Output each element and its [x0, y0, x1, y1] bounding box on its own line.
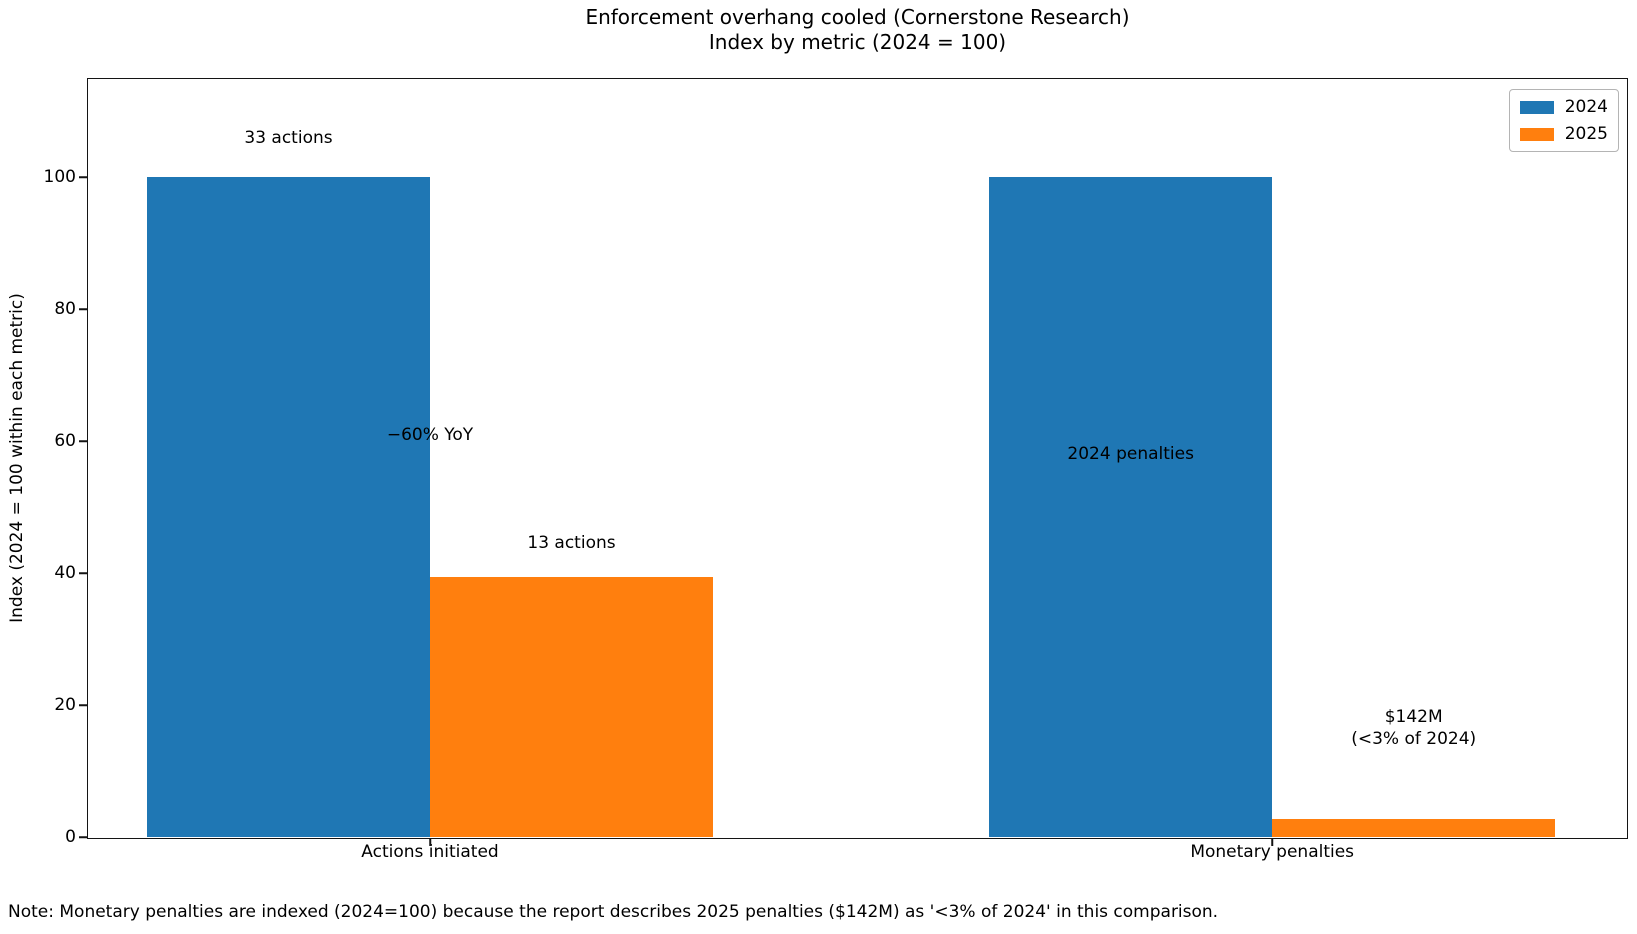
legend-label-2024: 2024: [1564, 97, 1608, 117]
y-tick-label-60: 60: [54, 431, 76, 452]
x-tick-label-monetary-penalties: Monetary penalties: [1190, 842, 1355, 862]
y-tick-mark-0: [79, 836, 87, 838]
annotation-13-actions: 13 actions: [527, 532, 616, 553]
legend-item-2024: 2024: [1519, 97, 1608, 117]
legend-label-2025: 2025: [1564, 124, 1608, 144]
y-tick-label-0: 0: [65, 827, 76, 847]
x-tick-label-actions-initiated: Actions initiated: [361, 842, 499, 862]
x-tick-mark-actions-initiated: [429, 839, 431, 846]
annotation-142m: $142M (<3% of 2024): [1351, 707, 1477, 750]
y-tick-mark-60: [79, 440, 87, 442]
annotation-2024-penalties: 2024 penalties: [1067, 444, 1194, 465]
legend-item-2025: 2025: [1519, 124, 1608, 144]
legend: 2024 2025: [1508, 89, 1619, 152]
footnote: Note: Monetary penalties are indexed (20…: [8, 902, 1219, 922]
legend-swatch-2024: [1519, 100, 1554, 114]
annotation-60-yoy: −60% YoY: [386, 424, 474, 445]
y-tick-label-40: 40: [54, 563, 76, 584]
legend-swatch-2025: [1519, 127, 1554, 141]
plot-area: 33 actions −60% YoY 13 actions 2024 penalti…: [87, 78, 1628, 839]
bar-2025-actions-initiated: [430, 577, 713, 837]
annotation-33-actions: 33 actions: [244, 127, 333, 148]
y-tick-mark-40: [79, 572, 87, 574]
bar-2025-monetary-penalties: [1272, 818, 1556, 837]
chart-title-line1: Enforcement overhang cooled (Cornerstone…: [585, 5, 1130, 29]
x-tick-mark-monetary-penalties: [1271, 839, 1273, 846]
y-tick-mark-20: [79, 704, 87, 706]
y-tick-label-20: 20: [54, 695, 76, 716]
chart-title-line2: Index by metric (2024 = 100): [708, 30, 1007, 54]
y-tick-label-80: 80: [54, 299, 76, 320]
y-tick-mark-80: [79, 308, 87, 310]
chart-title: Enforcement overhang cooled (Cornerstone…: [88, 5, 1627, 55]
y-tick-label-100: 100: [43, 167, 76, 188]
bar-2024-monetary-penalties: [989, 177, 1273, 837]
y-tick-mark-100: [79, 176, 87, 179]
bar-2024-actions-initiated: [147, 177, 430, 837]
